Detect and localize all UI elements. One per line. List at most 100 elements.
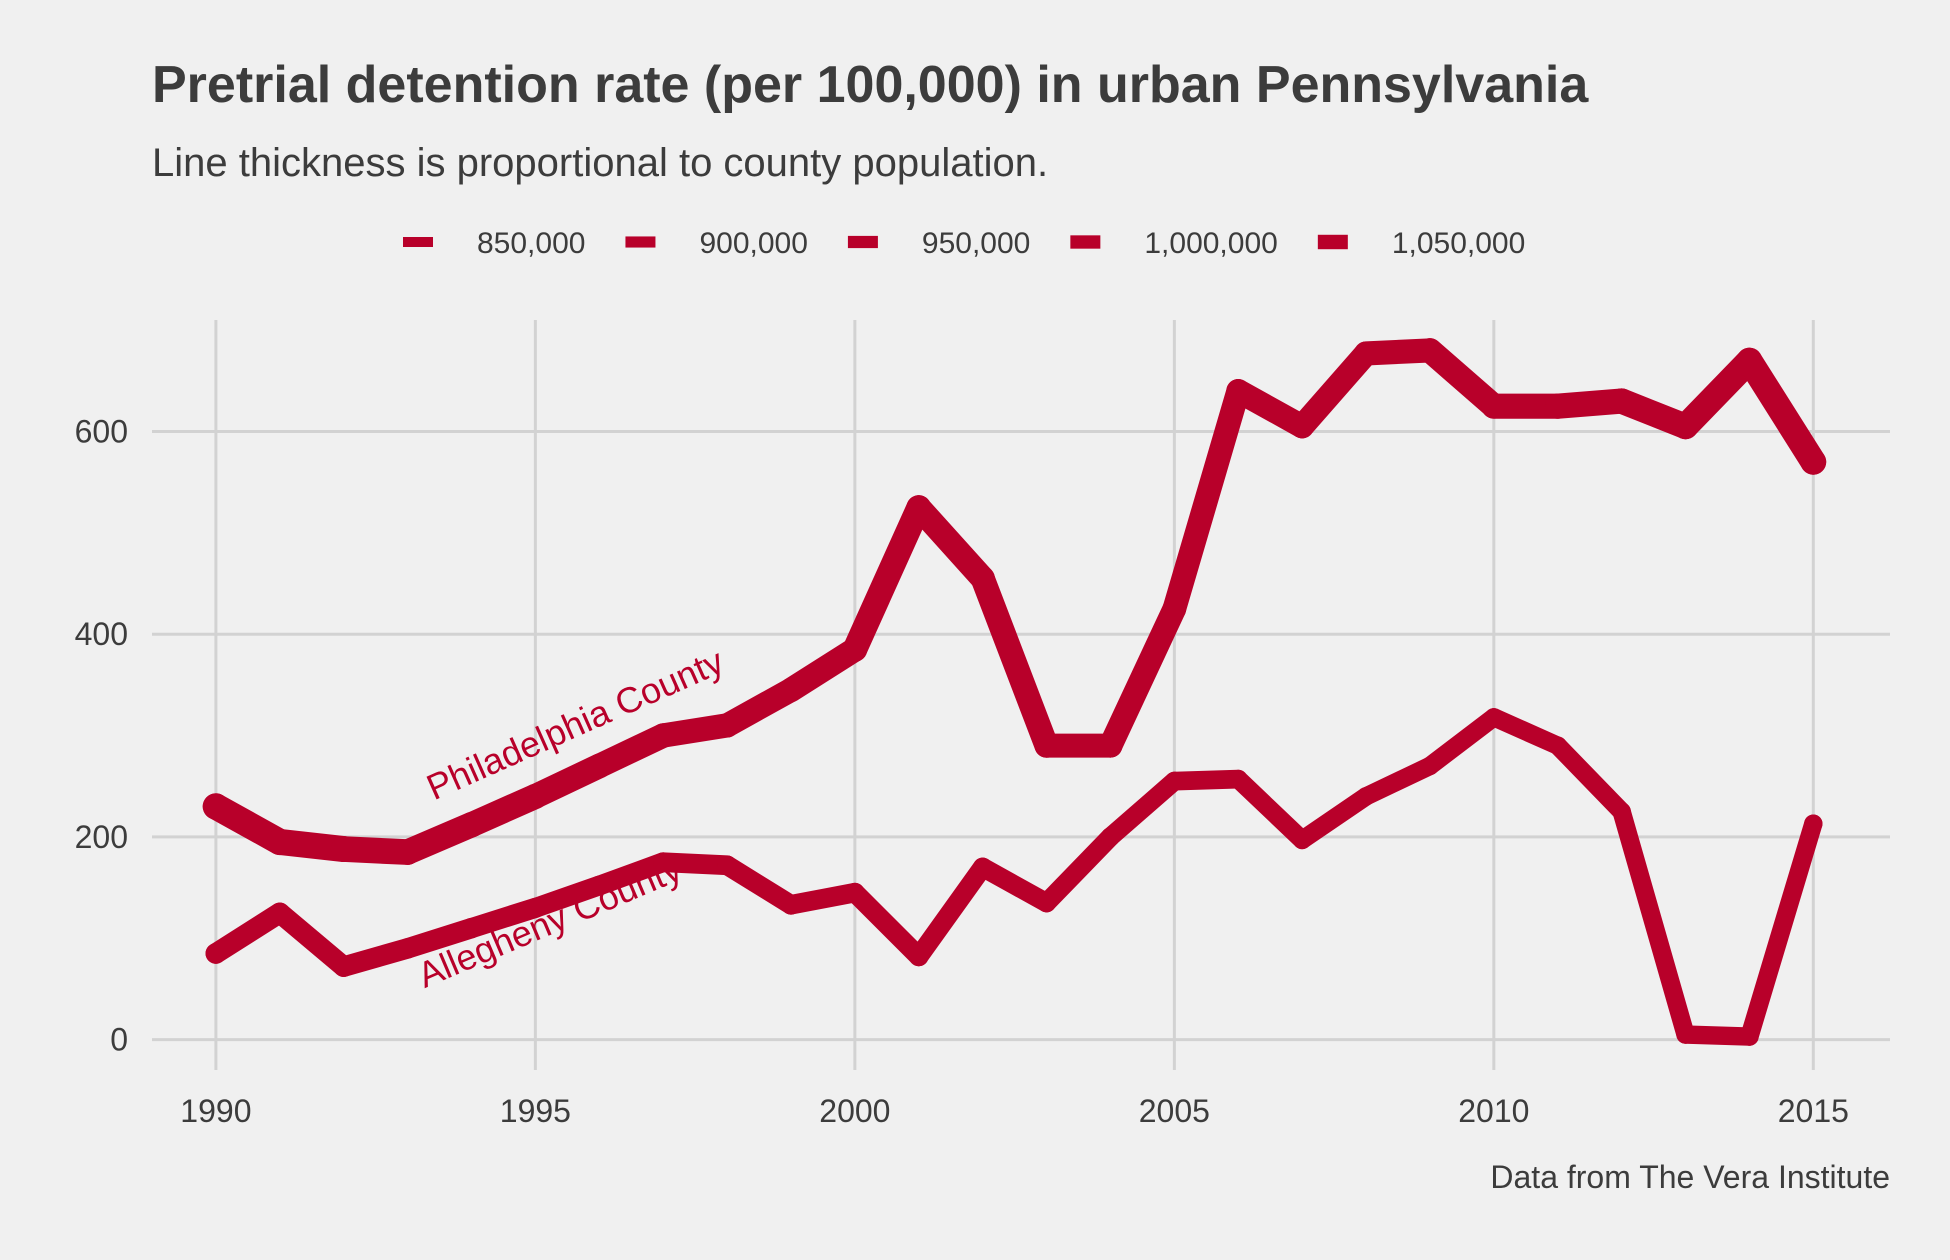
data-point [1162,597,1187,621]
data-point [1226,379,1251,403]
gridlines [152,320,1890,1070]
y-tick-label: 600 [75,413,128,449]
series-segment [205,902,291,964]
data-point [589,875,610,896]
data-point [1100,827,1120,847]
series-segment [653,852,737,876]
data-point [461,917,482,939]
series-segment [1356,756,1440,806]
data-point [1548,736,1567,755]
data-point [1804,814,1823,833]
data-point [1672,413,1699,440]
data-point [397,938,418,959]
data-point [1292,830,1312,850]
data-point [1676,1025,1695,1044]
data-point [1608,388,1635,414]
data-point [1098,733,1123,758]
x-tick-label: 2010 [1458,1093,1529,1129]
x-tick-label: 2005 [1139,1093,1210,1129]
series-philadelphia-county [202,338,1827,865]
x-tick-label: 2015 [1778,1093,1849,1129]
data-point [1800,448,1827,475]
legend-key [1317,234,1348,250]
series-segment [1420,708,1503,776]
data-point [1356,787,1376,806]
data-point [1740,1027,1759,1046]
data-point [266,828,293,856]
legend-key [1070,235,1101,249]
data-point [1164,771,1184,791]
x-tick-label: 1995 [500,1093,571,1129]
data-point [778,677,803,702]
legend-label: 900,000 [699,227,807,260]
data-point [1481,393,1507,419]
series-segment [1162,379,1251,621]
data-point [1290,414,1315,439]
series-segment [1740,814,1823,1046]
data-point [909,946,929,967]
chart-title: Pretrial detention rate (per 100,000) in… [152,56,1589,114]
series-segment [1417,338,1507,419]
series-segment [1101,771,1184,847]
series-segment [717,855,801,915]
x-axis: 1990 1995 2000 2005 2010 2015 [180,1093,1849,1129]
y-axis: 0 200 400 600 [75,413,128,1057]
series-segment [1165,769,1248,791]
data-point [1417,338,1443,363]
series-segment [269,902,354,977]
data-point [394,839,421,865]
series-segment [1229,769,1312,850]
data-point [717,855,737,876]
legend-key [847,235,878,249]
x-tick-label: 1990 [180,1093,251,1129]
data-point [714,713,740,738]
series-segment [397,917,482,959]
data-point [269,902,291,924]
data-point [1228,769,1248,789]
series-segment [909,857,993,967]
data-point [1420,756,1440,776]
data-point [845,882,865,903]
data-point [1034,733,1059,758]
legend-label: 1,000,000 [1144,227,1277,260]
legend-key [403,237,433,247]
series-segment [778,637,868,703]
data-point [333,956,354,977]
series-segment [589,852,674,896]
data-point [1612,802,1631,821]
series-layer [202,338,1827,1046]
series-segment [1098,596,1187,758]
series-segment [1676,1025,1759,1046]
series-segment [1290,341,1378,439]
chart-caption: Data from The Vera Institute [1490,1159,1890,1195]
data-point [1736,347,1763,374]
series-segment [845,882,929,967]
data-point [650,723,676,748]
series-segment [970,566,1059,758]
legend-label: 950,000 [922,227,1030,260]
data-point [1036,893,1057,913]
series-segment [1736,347,1827,475]
data-point [458,812,485,838]
series-segment [906,495,995,591]
data-point [781,894,801,915]
data-point [972,857,993,877]
legend-label: 850,000 [477,227,585,260]
series-segment [1292,787,1376,850]
series-segment [1672,347,1763,440]
series-segment [333,938,418,977]
legend-key [625,236,656,248]
chart-subtitle: Line thickness is proportional to county… [152,141,1048,185]
data-point [1545,393,1571,419]
x-tick-label: 2000 [819,1093,890,1129]
series-segment [1612,802,1695,1044]
data-point [970,566,995,591]
series-segment [1548,736,1631,821]
series-segment [1484,708,1567,755]
series-segment [1037,827,1121,913]
series-allegheny-county [205,708,1823,1046]
data-point [653,852,674,873]
series-segment [973,857,1057,913]
